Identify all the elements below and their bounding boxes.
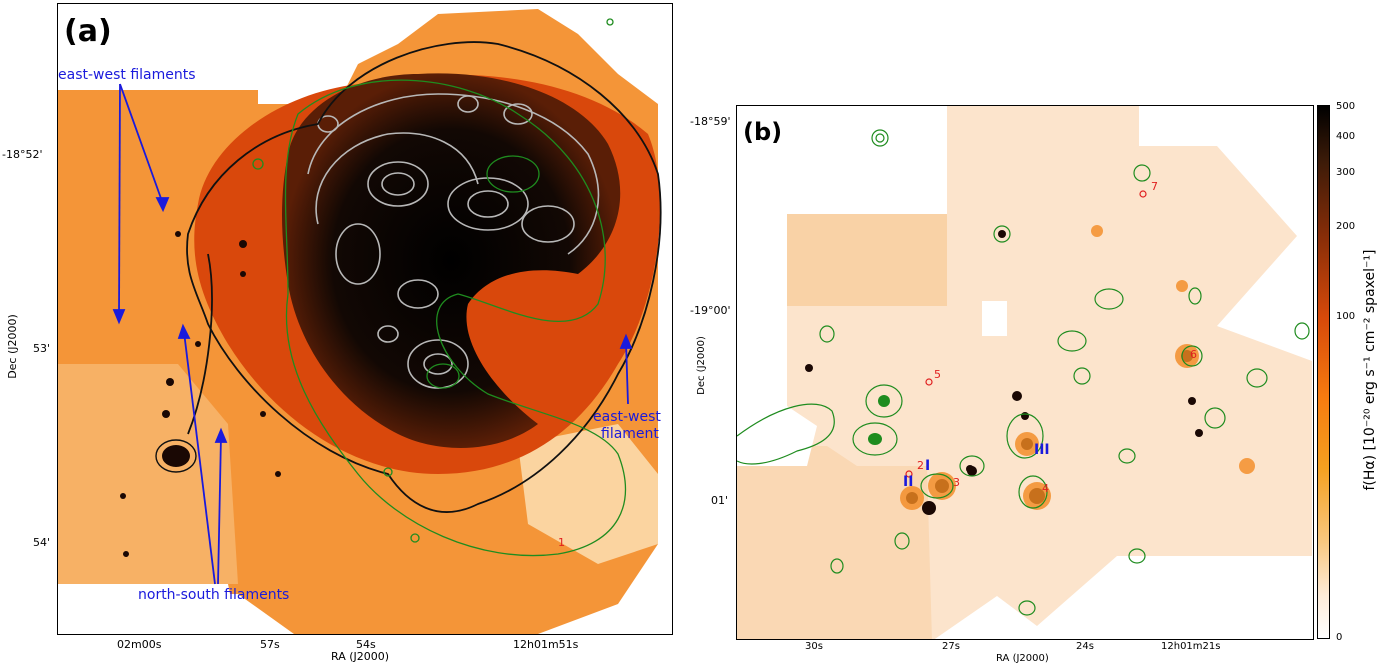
blue-marker-III: III: [1034, 442, 1050, 458]
panel-a-ylabel: Dec (J2000): [5, 314, 19, 379]
blue-marker-II: II: [903, 474, 914, 490]
red-marker-2: 2: [917, 459, 924, 472]
ew-filament-label-line2: filament: [601, 426, 659, 442]
panel-b-halpha-map: [737, 106, 1312, 639]
panel-b-ra-tick-3: 12h01m21s: [1161, 641, 1221, 652]
red-marker-4: 4: [1042, 482, 1049, 495]
blue-marker-I: I: [925, 458, 931, 474]
colorbar: [1317, 105, 1330, 639]
panel-a-ra-tick-2: 54s: [356, 638, 376, 651]
panel-b-ra-tick-2: 24s: [1076, 641, 1094, 652]
panel-b-xlabel: RA (J2000): [996, 653, 1049, 664]
panel-b-ra-tick-0: 30s: [805, 641, 823, 652]
panel-a-halpha-map: [58, 4, 672, 634]
red-marker-5: 5: [934, 368, 941, 381]
ew-filament-label-line1: east-west: [593, 409, 661, 425]
panel-b-ra-tick-1: 27s: [942, 641, 960, 652]
panel-a-dec-tick-1: 53': [33, 342, 51, 355]
panel-b-dec-tick-0: -18°59': [690, 115, 731, 128]
marker-1-label: 1: [558, 536, 565, 549]
panel-a-ra-tick-1: 57s: [260, 638, 280, 651]
red-marker-3: 3: [953, 476, 960, 489]
red-marker-7: 7: [1151, 180, 1158, 193]
ew-filaments-label: east-west filaments: [58, 67, 196, 83]
panel-a-ra-tick-3: 12h01m51s: [513, 638, 579, 651]
panel-a-ra-tick-0: 02m00s: [117, 638, 162, 651]
red-marker-6: 6: [1190, 348, 1197, 361]
panel-a-xlabel: RA (J2000): [331, 650, 390, 663]
colorbar-label: f(Hα) [10⁻²⁰ erg s⁻¹ cm⁻² spaxel⁻¹]: [1362, 249, 1378, 491]
colorbar-tick-500: 500: [1336, 101, 1356, 112]
colorbar-tick-400: 400: [1336, 131, 1356, 142]
colorbar-tick-300: 300: [1336, 167, 1356, 178]
colorbar-tick-200: 200: [1336, 221, 1356, 232]
panel-a-image: (a) east-west filaments east-west filame…: [57, 3, 673, 635]
panel-b-dec-tick-2: 01': [711, 494, 729, 507]
panel-a-dec-tick-0: -18°52': [2, 148, 43, 161]
ns-filaments-label: north-south filaments: [138, 587, 290, 603]
panel-b-image: (b) 2 3 4 5 6 7 I II III: [736, 105, 1314, 640]
colorbar-tick-0: 0: [1336, 632, 1343, 643]
panel-a-dec-tick-2: 54': [33, 536, 51, 549]
panel-a-label: (a): [64, 14, 112, 49]
panel-b-dec-tick-1: -19°00': [690, 304, 731, 317]
panel-b-label: (b): [743, 118, 783, 146]
colorbar-tick-100: 100: [1336, 311, 1356, 322]
panel-b-ylabel: Dec (J2000): [695, 336, 707, 395]
